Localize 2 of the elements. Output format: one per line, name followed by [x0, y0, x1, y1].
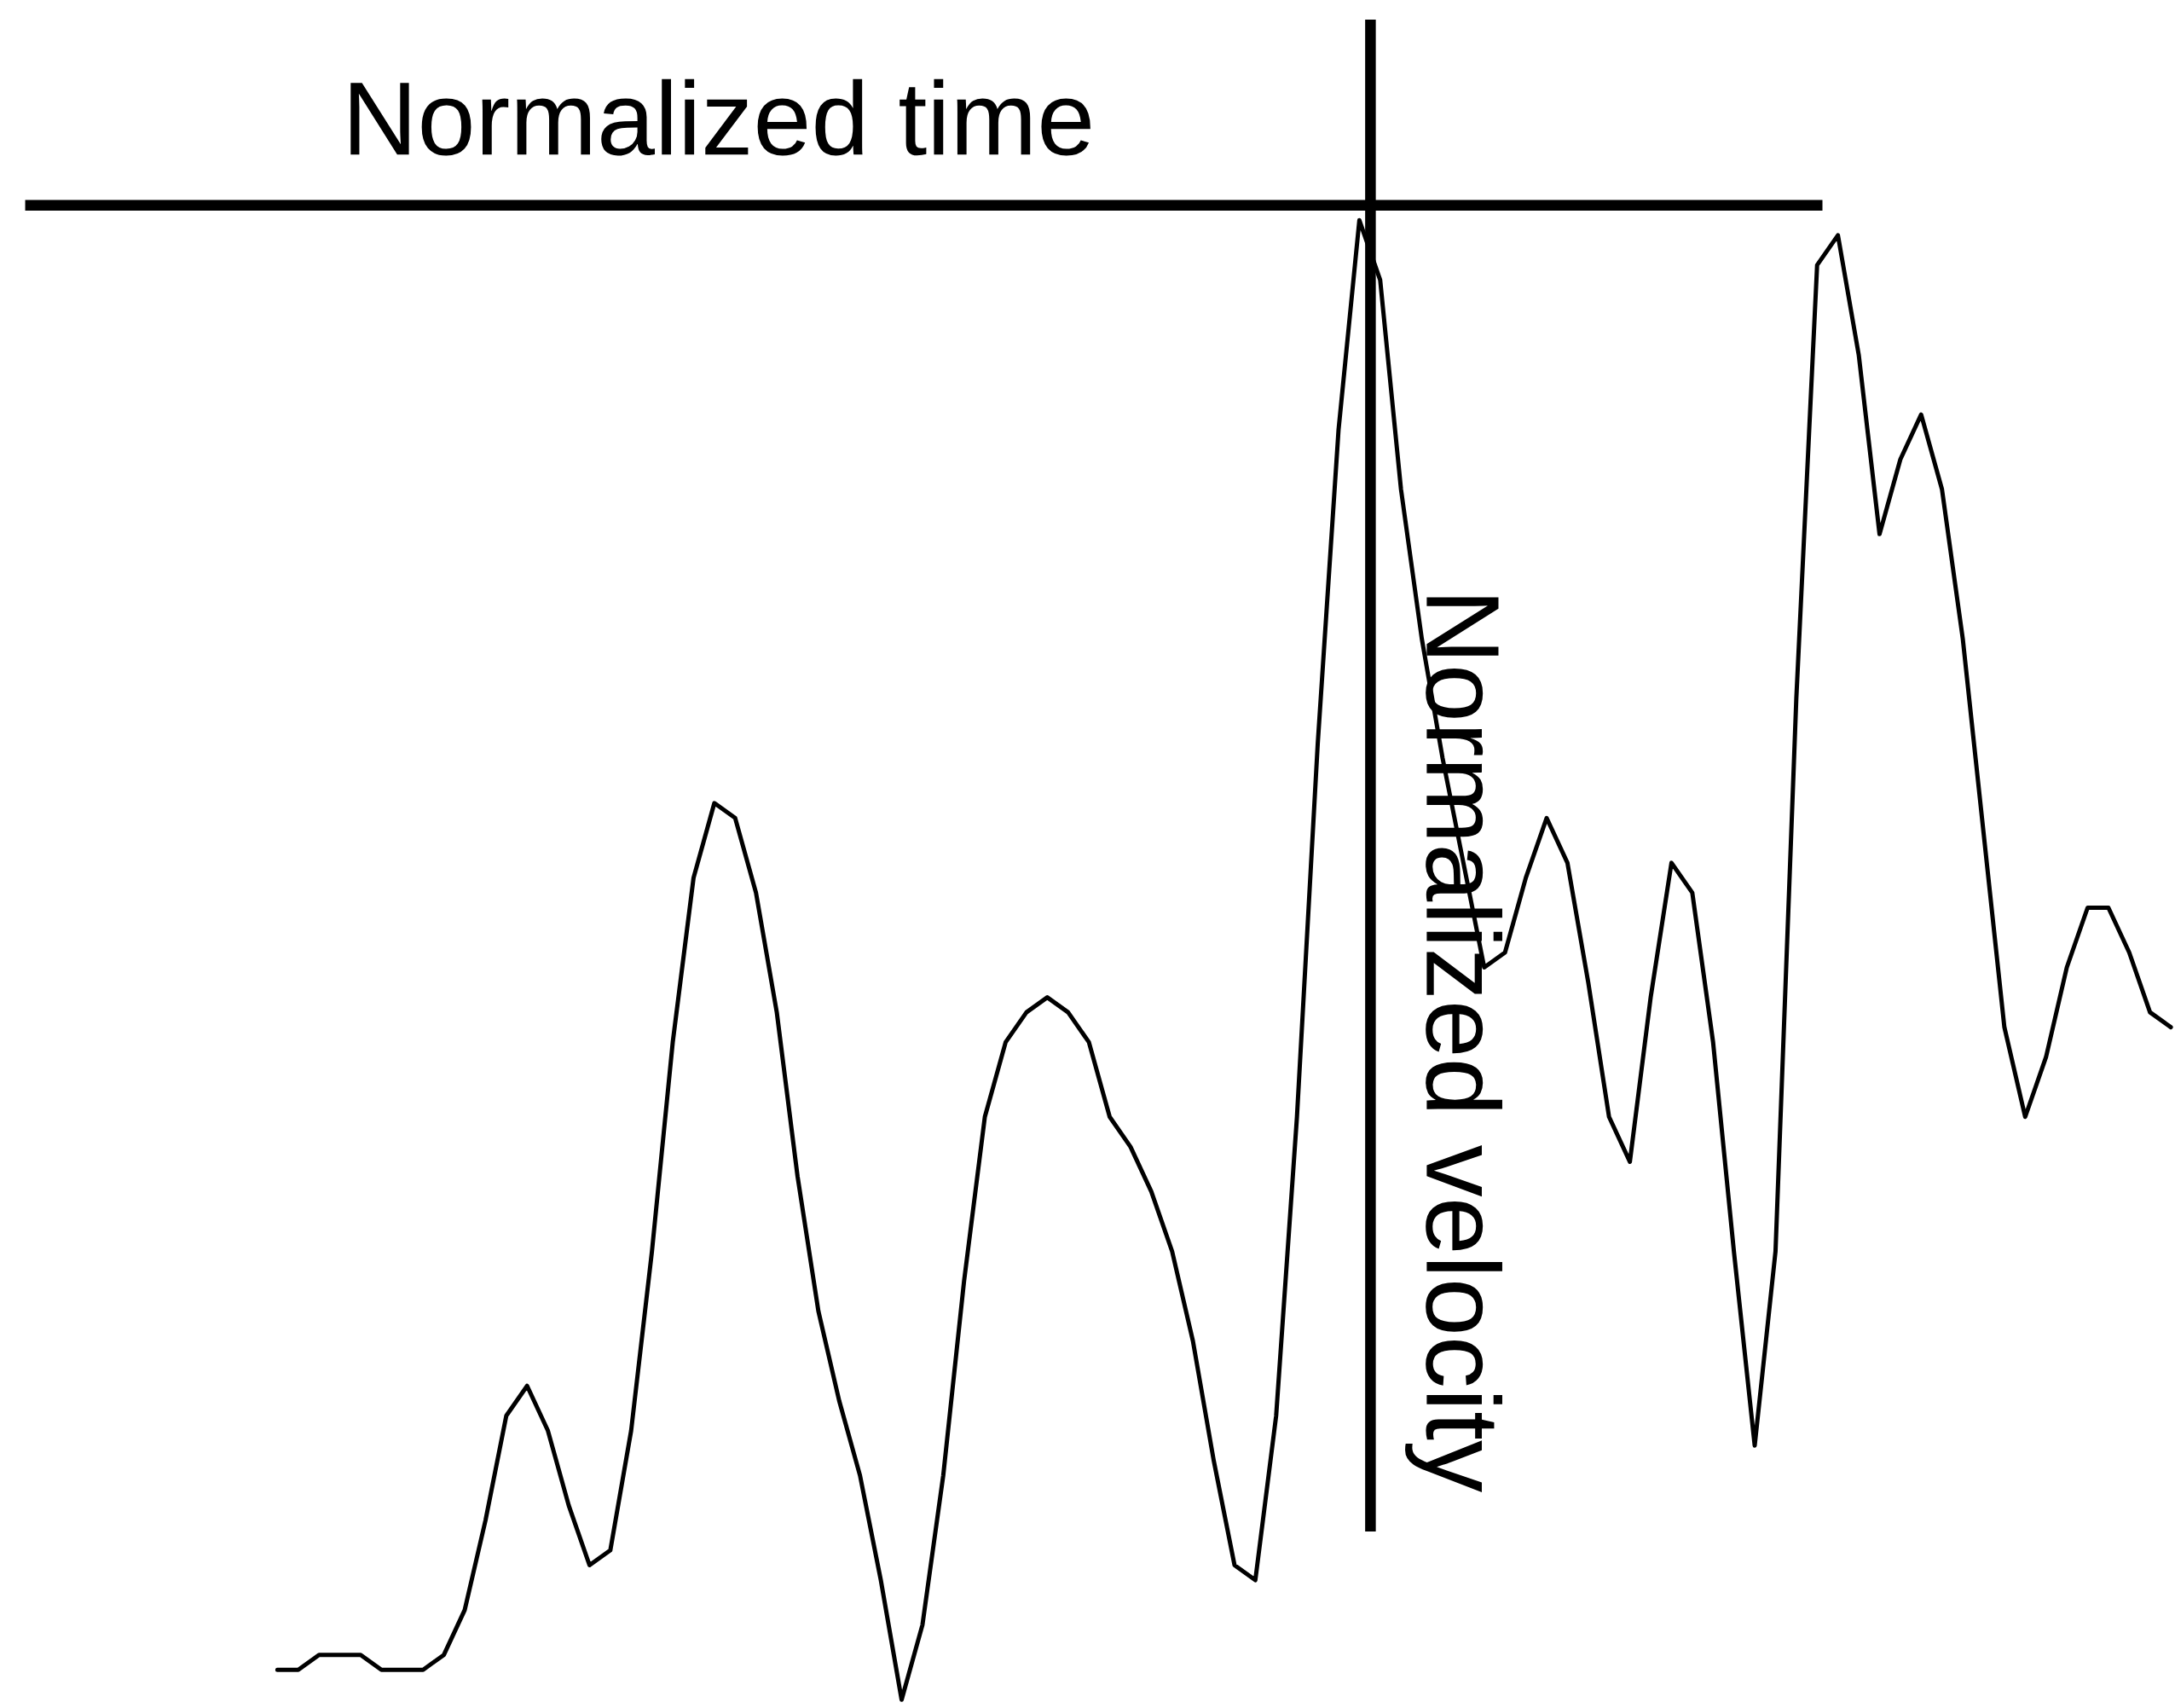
- y-axis-title: Normalized velocity: [1405, 597, 1502, 1492]
- x-axis-title: Normalized time: [350, 78, 1090, 156]
